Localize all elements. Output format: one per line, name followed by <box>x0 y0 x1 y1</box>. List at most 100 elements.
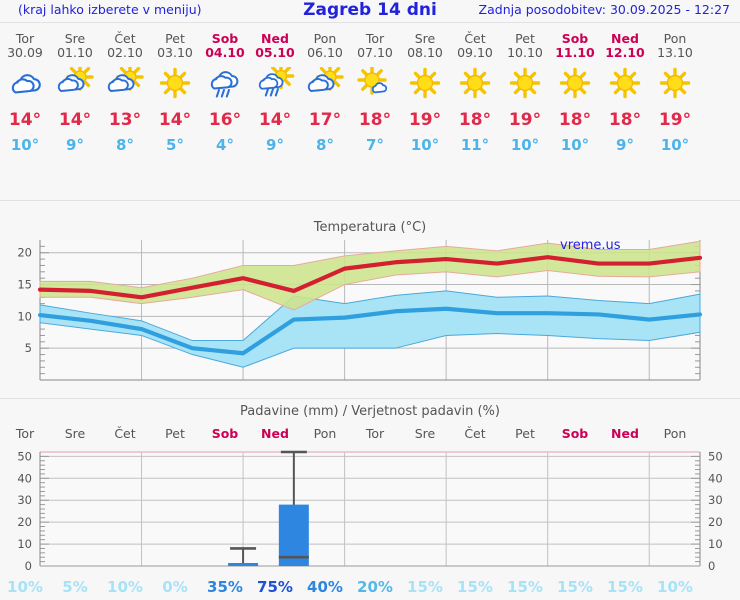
svg-text:20: 20 <box>17 246 32 260</box>
precipitation-day-label: Sre <box>414 426 436 441</box>
day-of-week: Pet <box>165 31 185 46</box>
day-date: 01.10 <box>57 45 93 60</box>
temp-low: 8° <box>116 136 134 154</box>
day-date: 30.09 <box>7 45 43 60</box>
precipitation-day-label: Pon <box>313 426 337 441</box>
temperature-chart-title: Temperatura (°C) <box>313 220 427 235</box>
precipitation-probability: 10% <box>7 578 43 596</box>
sunny-icon <box>154 64 196 104</box>
day-column[interactable]: Sre 08.10 19° 10° <box>400 24 450 194</box>
svg-text:10: 10 <box>708 537 723 551</box>
precipitation-day-label: Pet <box>515 426 535 441</box>
temp-low: 10° <box>410 136 440 154</box>
temp-low: 11° <box>460 136 490 154</box>
watermark: vreme.us <box>560 238 621 253</box>
sunny-icon <box>504 64 546 104</box>
day-of-week: Ned <box>261 31 289 46</box>
temperature-chart: 5 10 15 20 <box>17 240 703 381</box>
precipitation-probability: 10% <box>107 578 143 596</box>
temp-high: 16° <box>208 110 242 130</box>
precipitation-day-label: Tor <box>365 426 385 441</box>
day-column[interactable]: Čet 09.10 18° 11° <box>450 24 500 194</box>
temp-low: 10° <box>660 136 690 154</box>
location-hint: (kraj lahko izberete v meniju) <box>18 2 202 17</box>
svg-text:0: 0 <box>25 559 32 573</box>
svg-text:15: 15 <box>17 278 32 292</box>
temp-high: 14° <box>58 110 92 130</box>
temp-low: 8° <box>316 136 334 154</box>
day-column[interactable]: Pon 06.10 17° 8° <box>300 24 350 194</box>
day-date: 04.10 <box>205 45 245 60</box>
temp-high: 18° <box>458 110 492 130</box>
header-divider <box>0 22 740 23</box>
svg-text:20: 20 <box>17 515 32 529</box>
precipitation-probability: 75% <box>257 578 293 596</box>
mostly-sunny-icon <box>354 64 396 104</box>
svg-text:30: 30 <box>17 493 32 507</box>
temp-high: 18° <box>558 110 592 130</box>
svg-text:10: 10 <box>17 537 32 551</box>
day-column[interactable]: Ned 12.10 18° 9° <box>600 24 650 194</box>
day-date: 05.10 <box>255 45 295 60</box>
precipitation-day-label: Pet <box>165 426 185 441</box>
rain-icon <box>204 64 246 104</box>
temp-high: 18° <box>358 110 392 130</box>
temp-low: 7° <box>366 136 384 154</box>
day-date: 03.10 <box>157 45 193 60</box>
day-column[interactable]: Ned 05.10 14° 9° <box>250 24 300 194</box>
temp-low: 4° <box>216 136 234 154</box>
section-divider-bottom <box>0 398 740 399</box>
day-column[interactable]: Čet 02.10 13° 8° <box>100 24 150 194</box>
precipitation-probability-row: 10% 5% 10% 0% 35% 75% 40% 20% 15% 15% 15% 15% 15% 10% <box>0 578 740 598</box>
daily-forecast-strip: Tor 30.09 14° 10° Sre 01.10 14° 9° Čet 02.10 13… <box>0 24 740 194</box>
day-column[interactable]: Pet 10.10 19° 10° <box>500 24 550 194</box>
temp-high: 14° <box>8 110 42 130</box>
day-date: 10.10 <box>507 45 543 60</box>
day-column[interactable]: Sob 04.10 16° 4° <box>200 24 250 194</box>
day-column[interactable]: Tor 30.09 14° 10° <box>0 24 50 194</box>
day-date: 13.10 <box>657 45 693 60</box>
precipitation-day-label: Pon <box>663 426 687 441</box>
sunny-icon <box>654 64 696 104</box>
temp-high: 17° <box>308 110 342 130</box>
svg-text:5: 5 <box>25 341 32 355</box>
svg-text:10: 10 <box>17 309 32 323</box>
last-updated: Zadnja posodobitev: 30.09.2025 - 12:27 <box>478 2 730 17</box>
day-of-week: Čet <box>464 31 486 46</box>
page-title: Zagreb 14 dni <box>303 0 437 20</box>
precipitation-day-label: Sob <box>211 426 239 441</box>
day-date: 12.10 <box>605 45 645 60</box>
partly-sunny-icon <box>304 64 346 104</box>
svg-text:50: 50 <box>708 449 723 463</box>
day-of-week: Sre <box>414 31 436 46</box>
day-of-week: Čet <box>114 31 136 46</box>
section-divider-top <box>0 200 740 201</box>
day-of-week: Pet <box>515 31 535 46</box>
day-column[interactable]: Sre 01.10 14° 9° <box>50 24 100 194</box>
day-date: 02.10 <box>107 45 143 60</box>
precipitation-probability: 20% <box>357 578 393 596</box>
day-column[interactable]: Tor 07.10 18° 7° <box>350 24 400 194</box>
precipitation-day-label: Čet <box>114 426 136 441</box>
day-date: 06.10 <box>307 45 343 60</box>
temp-high: 14° <box>258 110 292 130</box>
day-column[interactable]: Sob 11.10 18° 10° <box>550 24 600 194</box>
day-column[interactable]: Pet 03.10 14° 5° <box>150 24 200 194</box>
svg-text:50: 50 <box>17 449 32 463</box>
day-of-week: Sob <box>561 31 589 46</box>
precipitation-chart: 0 0 10 10 20 20 30 30 40 40 50 50 <box>17 449 723 573</box>
temp-high: 19° <box>408 110 442 130</box>
precipitation-probability: 15% <box>507 578 543 596</box>
temp-low: 5° <box>166 136 184 154</box>
day-column[interactable]: Pon 13.10 19° 10° <box>650 24 700 194</box>
day-date: 08.10 <box>407 45 443 60</box>
day-of-week: Ned <box>611 31 639 46</box>
sunny-icon <box>404 64 446 104</box>
precipitation-probability: 40% <box>307 578 343 596</box>
sunny-icon <box>604 64 646 104</box>
precipitation-chart-title: Padavine (mm) / Verjetnost padavin (%) <box>240 404 500 419</box>
day-date: 07.10 <box>357 45 393 60</box>
svg-text:40: 40 <box>17 471 32 485</box>
precipitation-probability: 35% <box>207 578 243 596</box>
temp-high: 14° <box>158 110 192 130</box>
